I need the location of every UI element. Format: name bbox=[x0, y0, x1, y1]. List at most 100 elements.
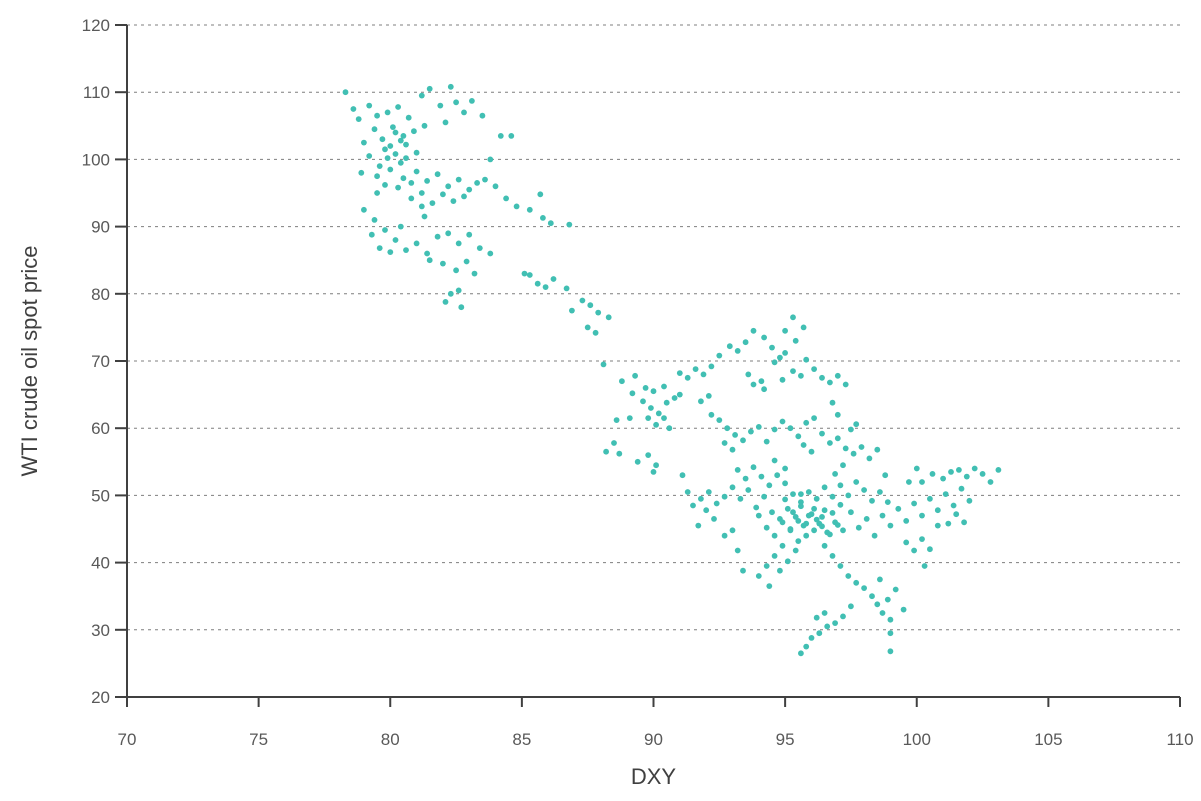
data-point bbox=[705, 393, 712, 399]
data-point bbox=[763, 563, 770, 569]
data-point bbox=[503, 195, 509, 202]
data-point bbox=[392, 151, 399, 157]
data-point bbox=[716, 417, 723, 423]
data-point bbox=[829, 553, 836, 559]
data-point bbox=[400, 133, 407, 139]
data-point bbox=[463, 258, 470, 265]
data-point bbox=[903, 539, 910, 546]
data-point bbox=[355, 116, 362, 122]
data-point bbox=[411, 128, 417, 135]
y-tick-label: 30 bbox=[91, 621, 110, 640]
data-point bbox=[813, 516, 820, 523]
data-point bbox=[716, 352, 723, 359]
data-point bbox=[616, 450, 623, 457]
data-point bbox=[479, 112, 486, 119]
data-point bbox=[447, 290, 454, 297]
data-point bbox=[948, 469, 954, 475]
data-point bbox=[837, 501, 844, 508]
data-point bbox=[666, 425, 673, 432]
data-point bbox=[397, 137, 404, 144]
data-point bbox=[461, 109, 467, 116]
data-point bbox=[429, 200, 436, 207]
data-point bbox=[426, 85, 433, 92]
data-point bbox=[632, 372, 638, 379]
data-point bbox=[708, 411, 715, 418]
data-point bbox=[742, 339, 749, 346]
data-point bbox=[732, 432, 738, 438]
data-point bbox=[803, 532, 810, 539]
data-point bbox=[761, 386, 767, 393]
data-point bbox=[808, 448, 815, 455]
data-point bbox=[945, 520, 952, 527]
y-tick-label: 120 bbox=[82, 16, 110, 35]
data-point bbox=[919, 536, 925, 542]
data-point bbox=[537, 191, 544, 198]
data-point bbox=[869, 497, 875, 504]
data-point bbox=[887, 648, 894, 655]
data-point bbox=[679, 472, 686, 479]
data-point bbox=[887, 522, 894, 529]
data-point bbox=[418, 190, 425, 196]
data-point bbox=[592, 329, 599, 336]
data-point bbox=[397, 159, 404, 166]
data-point bbox=[729, 446, 736, 453]
data-point bbox=[663, 399, 670, 406]
data-point bbox=[698, 398, 704, 405]
data-point bbox=[445, 230, 452, 237]
gridlines bbox=[127, 24, 1180, 631]
data-point bbox=[805, 489, 812, 495]
data-point bbox=[368, 231, 375, 238]
data-point bbox=[956, 467, 962, 473]
data-point bbox=[832, 620, 838, 626]
data-point bbox=[840, 527, 846, 534]
data-point bbox=[508, 133, 515, 139]
data-point bbox=[921, 563, 928, 569]
data-point bbox=[800, 442, 807, 448]
data-point bbox=[758, 473, 765, 480]
data-point bbox=[782, 496, 788, 503]
data-point bbox=[861, 585, 867, 591]
y-tick-label: 90 bbox=[91, 218, 110, 237]
data-point bbox=[811, 366, 817, 372]
data-point bbox=[374, 190, 380, 196]
data-point bbox=[740, 567, 746, 574]
data-point bbox=[763, 524, 770, 531]
data-point bbox=[442, 119, 449, 126]
data-point bbox=[787, 526, 794, 532]
data-point bbox=[426, 257, 433, 264]
data-point bbox=[866, 455, 873, 462]
data-point bbox=[827, 531, 833, 538]
data-point bbox=[400, 175, 407, 182]
data-point bbox=[392, 129, 399, 136]
data-point bbox=[771, 426, 778, 433]
data-point bbox=[405, 114, 412, 121]
data-point bbox=[361, 139, 367, 146]
data-point bbox=[547, 220, 554, 227]
data-point bbox=[721, 532, 728, 539]
data-point bbox=[958, 485, 965, 492]
data-point bbox=[424, 178, 430, 184]
data-point bbox=[761, 334, 767, 341]
data-point bbox=[963, 473, 970, 480]
data-point bbox=[813, 495, 820, 502]
data-point bbox=[392, 237, 399, 243]
data-point bbox=[650, 388, 657, 395]
data-point bbox=[569, 307, 575, 314]
data-point bbox=[684, 374, 691, 381]
x-tick-label: 90 bbox=[644, 730, 663, 749]
data-point bbox=[834, 372, 841, 379]
data-point bbox=[750, 464, 757, 471]
data-point bbox=[705, 489, 712, 495]
data-point bbox=[442, 299, 449, 305]
data-point bbox=[497, 133, 504, 139]
data-point bbox=[650, 469, 657, 475]
data-point bbox=[853, 421, 860, 428]
data-point bbox=[821, 484, 828, 491]
data-point bbox=[879, 610, 886, 616]
data-point bbox=[645, 452, 652, 458]
data-point bbox=[771, 553, 778, 559]
data-point bbox=[418, 92, 425, 99]
data-point bbox=[461, 193, 467, 200]
x-tick-label: 95 bbox=[776, 730, 795, 749]
data-point bbox=[784, 558, 791, 565]
